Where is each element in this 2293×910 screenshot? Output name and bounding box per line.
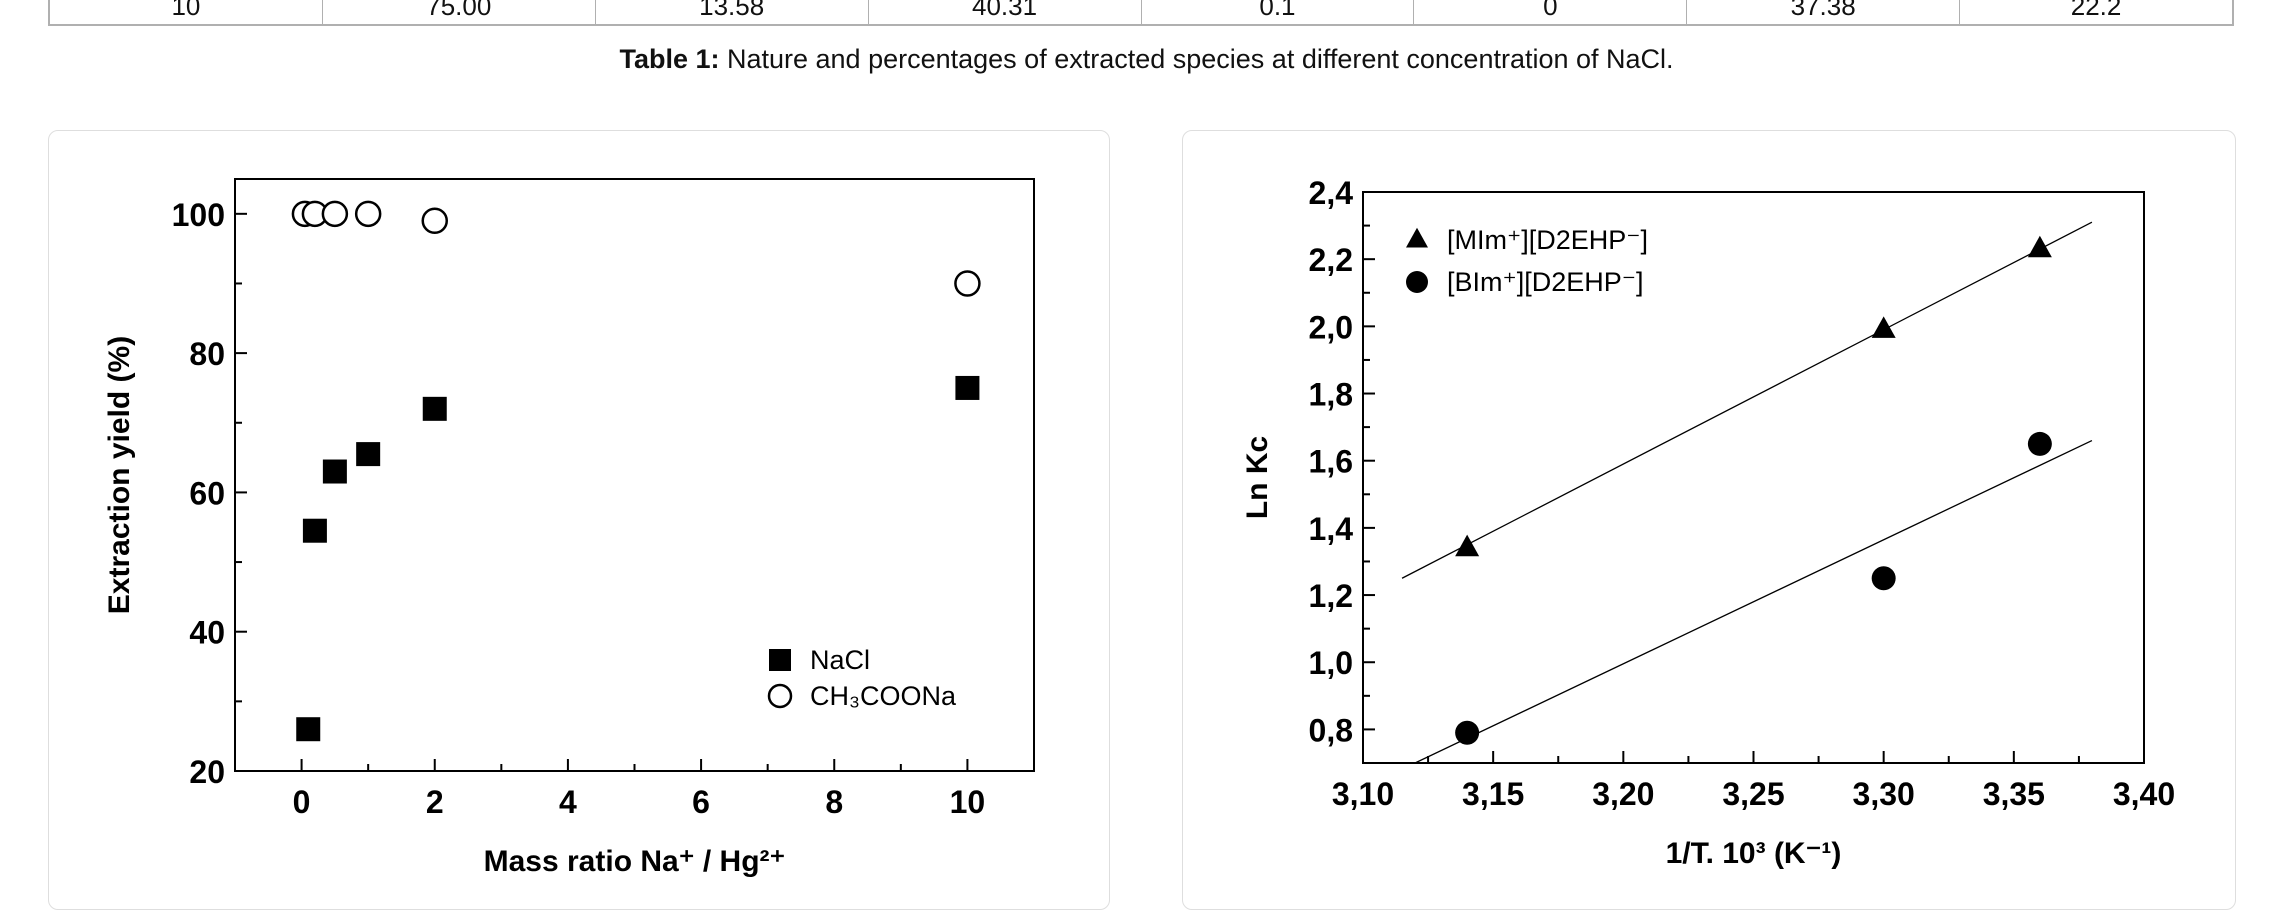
- y-tick-label: 100: [172, 197, 225, 233]
- data-point: [955, 375, 980, 400]
- x-tick-label: 3,20: [1592, 776, 1654, 812]
- data-point: [767, 683, 793, 709]
- data-point: [2027, 431, 2052, 456]
- y-tick-label: 20: [189, 754, 225, 790]
- fit-line: [1414, 439, 2093, 764]
- x-tick-label: 0: [293, 784, 311, 820]
- x-tick-label: 3,25: [1722, 776, 1784, 812]
- y-tick-label: 80: [189, 336, 225, 372]
- data-point: [1406, 271, 1428, 293]
- x-axis-label: 1/T. 10³ (K⁻¹): [1666, 837, 1842, 870]
- y-tick-label: 60: [189, 475, 225, 511]
- data-point: [769, 649, 791, 671]
- data-point: [354, 200, 382, 228]
- table-cell: 40.31: [869, 0, 1142, 24]
- data-point: [2027, 235, 2052, 258]
- data-point: [1406, 227, 1428, 248]
- legend-label: NaCl: [810, 645, 870, 675]
- x-tick-label: 3,40: [2113, 776, 2175, 812]
- x-tick-label: 3,35: [1983, 776, 2045, 812]
- table-cell: 75.00: [323, 0, 596, 24]
- x-tick-label: 8: [825, 784, 843, 820]
- data-point: [296, 717, 321, 742]
- chart-ln-kc: 3,10 3,15 3,20 3,25 3,30 3,35 3,40 0,8 1,0 1,2 1,4…: [1241, 175, 2175, 870]
- x-tick-label: 2: [426, 784, 444, 820]
- table-cell: 22.2: [2070, 0, 2122, 21]
- table-cell: 10: [50, 0, 323, 24]
- data-point: [356, 442, 381, 467]
- data-point: [1871, 566, 1896, 591]
- data-point: [1455, 720, 1480, 745]
- y-tick-label: 2,2: [1309, 242, 1353, 278]
- data-point: [954, 270, 981, 297]
- y-tick-label: 1,0: [1309, 645, 1353, 681]
- y-tick-label: 1,2: [1309, 578, 1353, 614]
- legend-label: [BIm⁺][D2EHP⁻]: [1447, 267, 1644, 297]
- data-point: [302, 518, 327, 543]
- table-last-row: 10 75.00 13.58 40.31 0.1 0 37.38 22.2: [48, 0, 2234, 26]
- x-axis-label: Mass ratio Na⁺ / Hg²⁺: [484, 845, 786, 878]
- y-tick-label: 2,0: [1309, 309, 1353, 345]
- y-tick-label: 0,8: [1309, 712, 1353, 748]
- chart-panel-extraction-yield: 0 2 4 6 8 10 20 40 60 80 100 Mass ratio Na⁺ / Hg²⁺ E…: [48, 130, 1110, 910]
- table-cell: 0.1: [1142, 0, 1415, 24]
- table-cell: 37.38: [1687, 0, 1961, 24]
- table-cell: 0: [1414, 0, 1688, 24]
- data-point: [322, 459, 347, 484]
- y-tick-label: 2,4: [1309, 175, 1354, 211]
- data-point: [422, 396, 447, 421]
- data-point: [1871, 316, 1896, 338]
- chart-panel-ln-kc: 3,10 3,15 3,20 3,25 3,30 3,35 3,40 0,8 1,0 1,2 1,4…: [1182, 130, 2236, 910]
- table-cell: 13.58: [596, 0, 869, 24]
- y-tick-label: 1,8: [1309, 377, 1353, 413]
- chart-extraction-yield: 0 2 4 6 8 10 20 40 60 80 100 Mass ratio Na⁺ / Hg²⁺ E…: [103, 178, 1035, 878]
- x-tick-label: 3,30: [1853, 776, 1915, 812]
- x-tick-label: 3,10: [1332, 776, 1394, 812]
- y-axis-label: Ln Kc: [1241, 436, 1274, 519]
- caption-text: Nature and percentages of extracted spec…: [719, 44, 1674, 74]
- table-caption: Table 1: Nature and percentages of extra…: [0, 44, 2293, 75]
- y-tick-label: 1,6: [1309, 444, 1353, 480]
- data-point: [321, 200, 349, 228]
- caption-label: Table 1:: [619, 44, 720, 74]
- x-tick-label: 10: [950, 784, 986, 820]
- data-point: [1455, 534, 1480, 557]
- legend-label: [MIm⁺][D2EHP⁻]: [1447, 225, 1648, 255]
- y-axis-label: Extraction yield (%): [103, 336, 136, 614]
- y-tick-label: 40: [189, 615, 225, 651]
- data-point: [421, 207, 448, 235]
- x-tick-label: 6: [692, 784, 710, 820]
- fit-line: [1401, 221, 2093, 579]
- y-tick-label: 1,4: [1309, 511, 1354, 547]
- legend-label: CH₃COONa: [810, 681, 957, 711]
- x-tick-label: 4: [559, 784, 577, 820]
- x-tick-label: 3,15: [1462, 776, 1524, 812]
